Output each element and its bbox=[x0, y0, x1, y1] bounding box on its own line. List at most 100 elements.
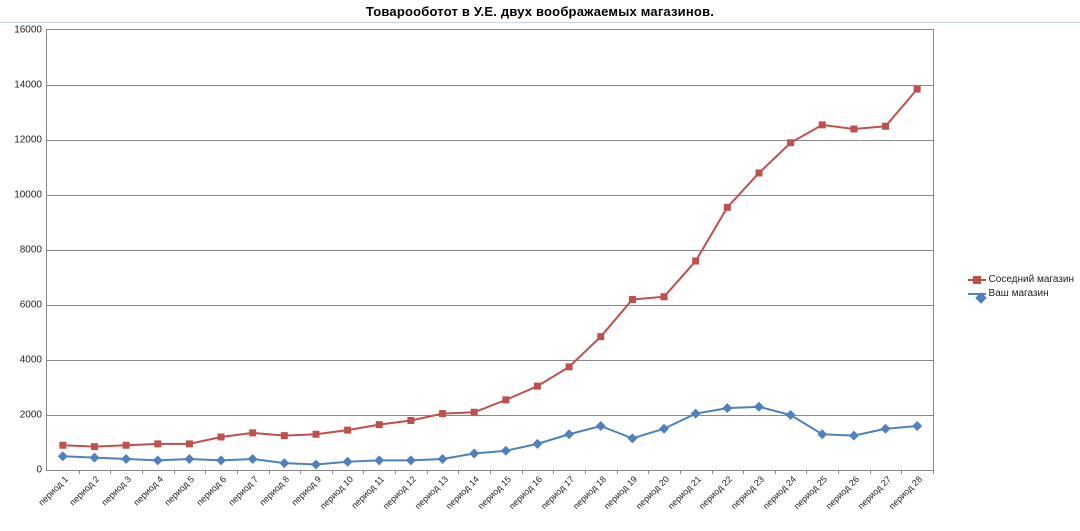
x-axis-label: период 28 bbox=[887, 474, 924, 511]
legend-item-own: Ваш магазин bbox=[968, 288, 1074, 299]
x-axis-label: период 26 bbox=[824, 474, 861, 511]
marker bbox=[248, 455, 256, 463]
marker bbox=[629, 297, 635, 303]
marker bbox=[723, 404, 731, 412]
marker bbox=[914, 86, 920, 92]
marker bbox=[186, 441, 192, 447]
legend-swatch-neighbor bbox=[968, 275, 986, 285]
chart-area: 0 2000 4000 6000 8000 10000 12000 14000 16000 пер… bbox=[0, 22, 1080, 531]
marker bbox=[818, 430, 826, 438]
y-axis-label: 0 bbox=[36, 465, 42, 476]
x-axis-label: период 23 bbox=[729, 474, 766, 511]
marker bbox=[534, 383, 540, 389]
series-line-0 bbox=[63, 89, 917, 447]
x-axis-label: период 19 bbox=[602, 474, 639, 511]
marker bbox=[250, 430, 256, 436]
x-axis-label: период 18 bbox=[571, 474, 608, 511]
marker bbox=[660, 425, 668, 433]
x-axis-label: период 27 bbox=[855, 474, 892, 511]
chart-container: Товарооботот в У.Е. двух воображаемых ма… bbox=[0, 0, 1080, 530]
marker bbox=[281, 433, 287, 439]
marker bbox=[881, 425, 889, 433]
x-axis-label: период 15 bbox=[476, 474, 513, 511]
legend-item-neighbor: Соседний магазин bbox=[968, 274, 1074, 285]
x-axis-label: период 12 bbox=[381, 474, 418, 511]
y-axis-label: 4000 bbox=[20, 355, 42, 366]
marker bbox=[218, 434, 224, 440]
marker bbox=[408, 418, 414, 424]
marker bbox=[819, 122, 825, 128]
marker bbox=[883, 123, 889, 129]
marker bbox=[123, 442, 129, 448]
marker bbox=[755, 403, 763, 411]
chart-title: Товарооботот в У.Е. двух воображаемых ма… bbox=[0, 0, 1080, 21]
marker bbox=[217, 456, 225, 464]
legend-label-own: Ваш магазин bbox=[989, 288, 1049, 299]
marker bbox=[693, 258, 699, 264]
marker bbox=[91, 444, 97, 450]
marker bbox=[185, 455, 193, 463]
marker bbox=[851, 126, 857, 132]
marker bbox=[628, 434, 636, 442]
y-axis-label: 6000 bbox=[20, 300, 42, 311]
x-axis-label: период 10 bbox=[318, 474, 355, 511]
marker bbox=[724, 204, 730, 210]
marker bbox=[345, 427, 351, 433]
marker bbox=[155, 441, 161, 447]
y-axis-label: 10000 bbox=[14, 190, 42, 201]
marker bbox=[154, 456, 162, 464]
marker bbox=[60, 442, 66, 448]
marker bbox=[598, 334, 604, 340]
marker bbox=[850, 431, 858, 439]
x-axis-label: период 24 bbox=[761, 474, 798, 511]
y-axis-label: 14000 bbox=[14, 80, 42, 91]
x-axis-label: период 17 bbox=[539, 474, 576, 511]
x-axis-label: период 5 bbox=[163, 474, 197, 508]
marker bbox=[376, 422, 382, 428]
x-axis-label: период 20 bbox=[634, 474, 671, 511]
x-axis-label: период 3 bbox=[100, 474, 134, 508]
marker bbox=[533, 440, 541, 448]
marker bbox=[90, 453, 98, 461]
marker bbox=[565, 430, 573, 438]
x-axis-label: период 1 bbox=[36, 474, 70, 508]
x-axis-label: период 6 bbox=[195, 474, 229, 508]
marker bbox=[691, 409, 699, 417]
y-axis-label: 12000 bbox=[14, 135, 42, 146]
marker bbox=[59, 452, 67, 460]
x-axis-label: период 8 bbox=[258, 474, 292, 508]
x-axis-label: период 2 bbox=[68, 474, 102, 508]
marker bbox=[470, 449, 478, 457]
legend-label-neighbor: Соседний магазин bbox=[989, 274, 1074, 285]
legend: Соседний магазин Ваш магазин bbox=[968, 271, 1074, 302]
x-axis-label: период 13 bbox=[412, 474, 449, 511]
marker bbox=[343, 458, 351, 466]
marker bbox=[597, 422, 605, 430]
marker bbox=[407, 456, 415, 464]
y-axis-label: 8000 bbox=[20, 245, 42, 256]
marker bbox=[661, 294, 667, 300]
x-axis-label: период 7 bbox=[226, 474, 260, 508]
marker bbox=[438, 455, 446, 463]
y-axis-label: 16000 bbox=[14, 25, 42, 36]
x-axis-label: период 21 bbox=[666, 474, 703, 511]
marker bbox=[280, 459, 288, 467]
x-axis-label: период 11 bbox=[350, 474, 387, 511]
marker bbox=[756, 170, 762, 176]
marker bbox=[375, 456, 383, 464]
marker bbox=[313, 431, 319, 437]
marker bbox=[913, 422, 921, 430]
y-axis-label: 2000 bbox=[20, 410, 42, 421]
legend-swatch-own bbox=[968, 289, 986, 299]
marker bbox=[312, 460, 320, 468]
marker bbox=[503, 397, 509, 403]
x-axis-label: период 14 bbox=[444, 474, 481, 511]
marker bbox=[502, 447, 510, 455]
x-axis-label: период 22 bbox=[697, 474, 734, 511]
marker bbox=[122, 455, 130, 463]
marker bbox=[566, 364, 572, 370]
x-axis-label: период 4 bbox=[131, 474, 165, 508]
plot-box: 0200040006000800010000120001400016000пер… bbox=[46, 29, 934, 471]
x-axis-label: период 16 bbox=[507, 474, 544, 511]
x-axis-label: период 25 bbox=[792, 474, 829, 511]
